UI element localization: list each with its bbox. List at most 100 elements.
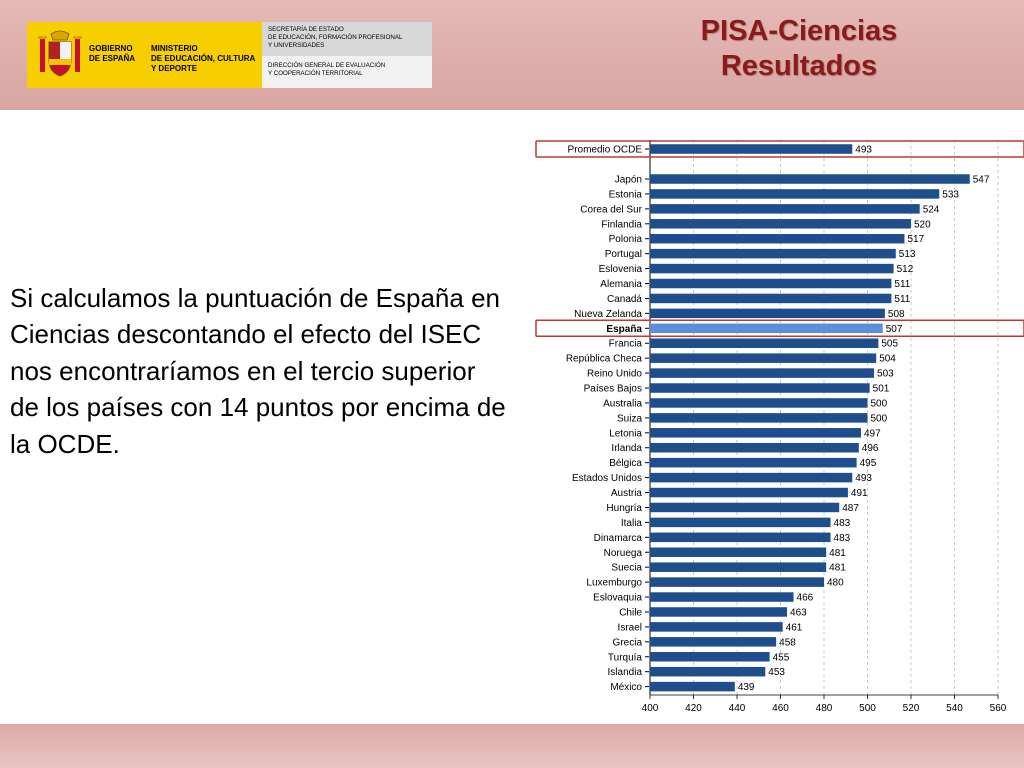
bar-value-label: 496 (862, 443, 879, 454)
bar-value-label: 481 (829, 548, 846, 559)
slide-title-line2: Resultados (720, 50, 878, 82)
bar (650, 607, 788, 617)
x-tick-label: 440 (729, 703, 746, 714)
slide-body-text: Si calculamos la puntuación de España en… (10, 283, 506, 459)
logo-government-text: GOBIERNO DE ESPAÑA (89, 44, 136, 63)
bar-value-label: 501 (873, 384, 890, 395)
bar-value-label: 547 (973, 175, 990, 186)
bar-chart-svg: 400 420 440 460 480 500 520 540 560 493 Promedio O… (535, 140, 1024, 714)
footer-band (0, 724, 1024, 768)
bar (650, 323, 883, 334)
category-label: Letonia (609, 428, 642, 439)
bar (650, 666, 766, 677)
category-label: Japón (615, 175, 642, 186)
bar (650, 532, 831, 543)
category-label: Hungría (606, 503, 642, 514)
bar-value-label: 524 (923, 204, 940, 215)
slide-title: PISA-Ciencias Resultados (649, 14, 949, 84)
bar-value-label: 493 (855, 145, 872, 156)
bar (650, 652, 770, 662)
category-label: Australia (603, 398, 642, 409)
category-label: Reino Unido (587, 369, 642, 380)
category-label: Grecia (613, 637, 643, 648)
bar (650, 338, 879, 348)
bar-value-label: 512 (897, 264, 914, 275)
category-label: Noruega (604, 548, 643, 559)
category-label: Polonia (609, 234, 643, 245)
bar (650, 308, 885, 319)
bar-value-label: 504 (879, 354, 896, 365)
bar-value-label: 511 (894, 294, 910, 305)
bar-value-label: 453 (768, 667, 785, 678)
government-logo: GOBIERNO DE ESPAÑA MINISTERIO DE EDUCACI… (27, 22, 432, 88)
bar (650, 457, 857, 468)
bar (650, 353, 877, 363)
bar-value-label: 461 (786, 622, 803, 633)
bar-value-label: 533 (942, 189, 959, 200)
category-label: Austria (611, 488, 643, 499)
x-tick-label: 520 (903, 703, 920, 714)
category-label: Eslovenia (599, 264, 643, 275)
bar (650, 517, 831, 528)
bar (650, 577, 824, 587)
bar (650, 174, 970, 184)
bar (650, 547, 827, 557)
bar (650, 248, 896, 259)
bar-chart: 400 420 440 460 480 500 520 540 560 493 Promedio O… (528, 130, 1024, 720)
bar (650, 144, 853, 154)
bar-value-label: 466 (797, 593, 814, 604)
category-label: Estados Unidos (572, 473, 642, 484)
category-label: Francia (609, 339, 643, 350)
x-tick-label: 560 (990, 703, 1007, 714)
bar-value-label: 513 (899, 249, 916, 260)
bar-value-label: 439 (738, 682, 755, 693)
bar-value-label: 508 (888, 309, 905, 320)
category-label: Estonia (609, 189, 643, 200)
category-label: República Checa (566, 354, 643, 365)
bar (650, 263, 894, 274)
bar-value-label: 458 (779, 637, 796, 648)
bar (650, 383, 870, 393)
slide-title-line1: PISA-Ciencias (700, 15, 898, 47)
category-label: Corea del Sur (580, 204, 642, 215)
x-tick-label: 540 (946, 703, 963, 714)
bar-value-label: 517 (907, 234, 924, 245)
bar-value-label: 455 (773, 652, 790, 663)
bar (650, 278, 892, 289)
bar (650, 189, 940, 199)
category-label: Italia (621, 518, 643, 529)
x-tick-label: 420 (685, 703, 702, 714)
bar (650, 442, 859, 453)
bar-value-label: 483 (834, 518, 851, 529)
category-label: España (606, 324, 642, 335)
x-tick-label: 480 (816, 703, 833, 714)
highlight-box (535, 140, 1024, 158)
category-label: Chile (619, 607, 642, 618)
bar-value-label: 505 (881, 339, 898, 350)
bar (650, 219, 911, 229)
bar (650, 487, 848, 498)
coat-of-arms-icon (38, 30, 82, 77)
direction-panel: DIRECCIÓN GENERAL DE EVALUACIÓN Y COOPER… (262, 56, 432, 88)
category-label: Promedio OCDE (568, 145, 643, 156)
bar-value-label: 495 (860, 458, 877, 469)
bar-value-label: 487 (842, 503, 859, 514)
bar (650, 204, 920, 214)
bar-value-label: 497 (864, 428, 881, 439)
bar-value-label: 500 (871, 398, 888, 409)
bar-value-label: 483 (834, 533, 851, 544)
bar (650, 428, 861, 438)
category-label: Turquía (608, 652, 643, 663)
logo-secretary-text: SECRETARÍA DE ESTADO DE EDUCACIÓN, FORMA… (268, 26, 403, 49)
logo-ministry-text: MINISTERIO DE EDUCACIÓN, CULTURA Y DEPOR… (151, 44, 256, 73)
logo-direction-text: DIRECCIÓN GENERAL DE EVALUACIÓN Y COOPER… (268, 62, 386, 77)
bar (650, 398, 868, 408)
category-label: Islandia (608, 667, 643, 678)
bar-value-label: 480 (827, 578, 844, 589)
category-label: Israel (618, 622, 642, 633)
bar (650, 472, 853, 483)
bar (650, 637, 777, 647)
category-label: Países Bajos (584, 384, 642, 395)
bar-value-label: 503 (877, 369, 894, 380)
x-tick-label: 500 (859, 703, 876, 714)
